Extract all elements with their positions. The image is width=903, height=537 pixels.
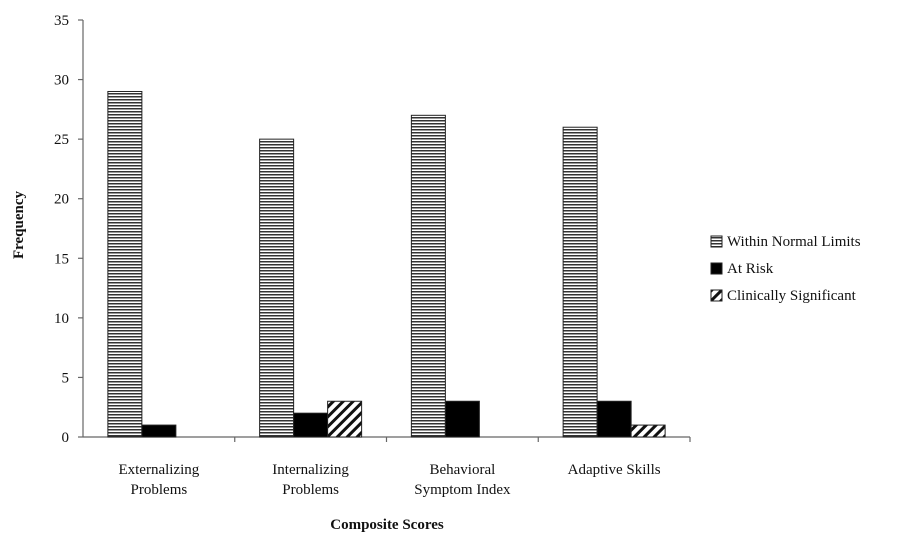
y-tick-label: 5 bbox=[62, 370, 70, 386]
bar-within-normal-limits bbox=[259, 138, 295, 438]
legend-label: Within Normal Limits bbox=[727, 234, 861, 250]
category-label: Internalizing Problems bbox=[272, 462, 349, 498]
bar-at-risk bbox=[293, 412, 329, 438]
bar-clinically-significant bbox=[630, 424, 666, 438]
category-label: Behavioral Symptom Index bbox=[414, 462, 511, 498]
bars bbox=[107, 90, 666, 438]
bar-within-normal-limits bbox=[410, 114, 446, 438]
legend-label: At Risk bbox=[727, 261, 774, 277]
y-tick-label: 0 bbox=[62, 430, 70, 446]
bar-within-normal-limits bbox=[562, 126, 598, 438]
category-label: Externalizing Problems bbox=[118, 462, 199, 498]
legend-swatch bbox=[710, 235, 723, 248]
bar-at-risk bbox=[596, 400, 632, 438]
y-tick-label: 15 bbox=[54, 251, 69, 267]
category-label: Adaptive Skills bbox=[568, 462, 661, 478]
bar-clinically-significant bbox=[327, 400, 363, 438]
bar-at-risk bbox=[444, 400, 480, 438]
y-tick-label: 25 bbox=[54, 132, 69, 148]
y-tick-label: 20 bbox=[54, 192, 69, 208]
y-axis: 0 5 10 15 20 25 30 35 bbox=[54, 13, 84, 446]
y-tick-label: 10 bbox=[54, 311, 69, 327]
y-tick-label: 35 bbox=[54, 13, 69, 29]
legend-swatch bbox=[710, 289, 723, 302]
bar-at-risk bbox=[141, 424, 177, 438]
x-axis-title: Composite Scores bbox=[330, 517, 444, 533]
legend-label: Clinically Significant bbox=[727, 288, 857, 304]
x-axis bbox=[83, 436, 691, 442]
y-axis-title: Frequency bbox=[11, 190, 27, 259]
legend: Within Normal Limits At Risk Clinically Si… bbox=[710, 234, 861, 304]
legend-swatch bbox=[710, 262, 723, 275]
bar-within-normal-limits bbox=[107, 90, 143, 438]
y-tick-label: 30 bbox=[54, 73, 69, 89]
category-labels: Externalizing Problems Internalizing Proble… bbox=[118, 462, 660, 498]
